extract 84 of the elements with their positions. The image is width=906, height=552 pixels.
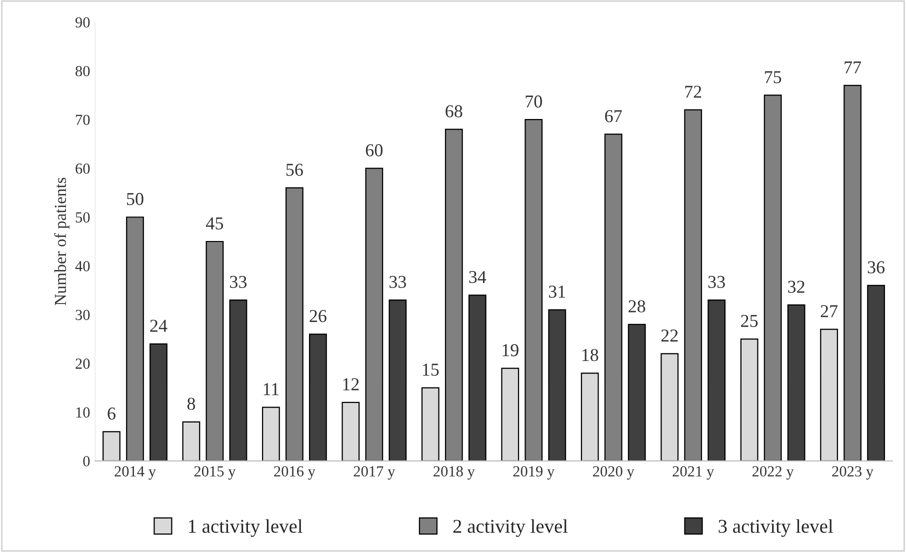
data-label: 33 <box>390 276 406 288</box>
bar <box>182 421 200 461</box>
legend-label: 3 activity level <box>718 519 833 537</box>
data-label: 12 <box>343 378 359 390</box>
bar <box>150 343 168 461</box>
bar <box>524 119 543 461</box>
x-tick-label: 2020 y <box>593 466 634 480</box>
bar <box>501 368 520 461</box>
bar <box>604 134 622 461</box>
bar <box>262 406 280 461</box>
bar <box>867 284 885 461</box>
data-label: 19 <box>502 344 518 356</box>
data-label: 36 <box>868 261 885 274</box>
y-tick-label: 90 <box>75 17 90 28</box>
bar <box>309 334 327 461</box>
bar <box>660 353 679 461</box>
data-label: 26 <box>310 310 326 322</box>
bar <box>708 299 726 461</box>
y-tick-label: 30 <box>76 310 90 320</box>
data-label: 6 <box>108 408 116 420</box>
y-tick-label: 40 <box>75 261 90 272</box>
data-label: 68 <box>446 105 462 118</box>
data-label: 67 <box>605 110 622 122</box>
bar <box>365 168 384 461</box>
bar <box>102 431 120 461</box>
bar <box>468 294 486 461</box>
data-label: 25 <box>741 314 758 328</box>
data-label: 22 <box>661 330 678 342</box>
x-tick-label: 2019 y <box>513 466 555 480</box>
data-label: 27 <box>820 305 838 318</box>
y-tick-label: 0 <box>83 456 90 466</box>
bar <box>844 84 862 461</box>
data-label: 77 <box>844 61 862 74</box>
y-tick-label: 70 <box>76 114 90 126</box>
data-label: 24 <box>150 320 168 332</box>
bar <box>229 299 248 461</box>
y-tick-label: 20 <box>76 358 90 369</box>
data-label: 32 <box>788 280 804 293</box>
data-label: 34 <box>469 271 486 284</box>
x-tick-label: 2022 y <box>752 466 794 480</box>
bar <box>286 187 304 461</box>
data-label: 33 <box>230 276 247 288</box>
bar <box>342 402 360 461</box>
x-tick-label: 2016 y <box>274 466 316 480</box>
data-label: 18 <box>582 348 598 362</box>
x-tick-label: 2017 y <box>354 466 396 480</box>
bar <box>628 324 646 461</box>
data-label: 15 <box>422 364 439 376</box>
bar <box>388 299 407 461</box>
y-tick-label: 50 <box>76 212 90 223</box>
x-tick-label: 2021 y <box>672 466 714 480</box>
y-tick-label: 80 <box>76 66 90 76</box>
data-label: 11 <box>264 383 279 396</box>
x-tick-label: 2015 y <box>194 466 236 480</box>
bar <box>580 372 599 461</box>
bar <box>421 387 440 461</box>
bar <box>740 338 758 461</box>
data-label: 33 <box>708 276 725 288</box>
y-tick-label: 60 <box>76 164 90 174</box>
x-tick-label: 2014 y <box>114 466 156 480</box>
data-label: 70 <box>526 95 542 108</box>
data-label: 31 <box>548 286 566 298</box>
legend-label: 2 activity level <box>453 519 568 537</box>
data-label: 60 <box>366 144 383 156</box>
bar <box>444 128 463 461</box>
x-tick-label: 2018 y <box>434 466 475 480</box>
data-label: 28 <box>628 300 646 312</box>
bar <box>206 240 224 461</box>
legend-label: 1 activity level <box>188 519 302 537</box>
bar <box>764 94 782 461</box>
y-axis-title: Number of patients <box>54 178 70 306</box>
bar <box>820 328 838 461</box>
data-label: 45 <box>206 217 224 230</box>
bar <box>684 109 702 461</box>
data-label: 50 <box>127 192 144 206</box>
data-label: 56 <box>286 164 303 176</box>
bar <box>548 309 566 461</box>
y-tick-label: 10 <box>76 407 90 418</box>
data-label: 8 <box>187 398 196 410</box>
bar <box>787 304 806 461</box>
data-label: 75 <box>764 71 782 84</box>
data-label: 72 <box>685 86 702 98</box>
bar <box>126 216 144 461</box>
x-tick-label: 2023 y <box>832 466 874 480</box>
